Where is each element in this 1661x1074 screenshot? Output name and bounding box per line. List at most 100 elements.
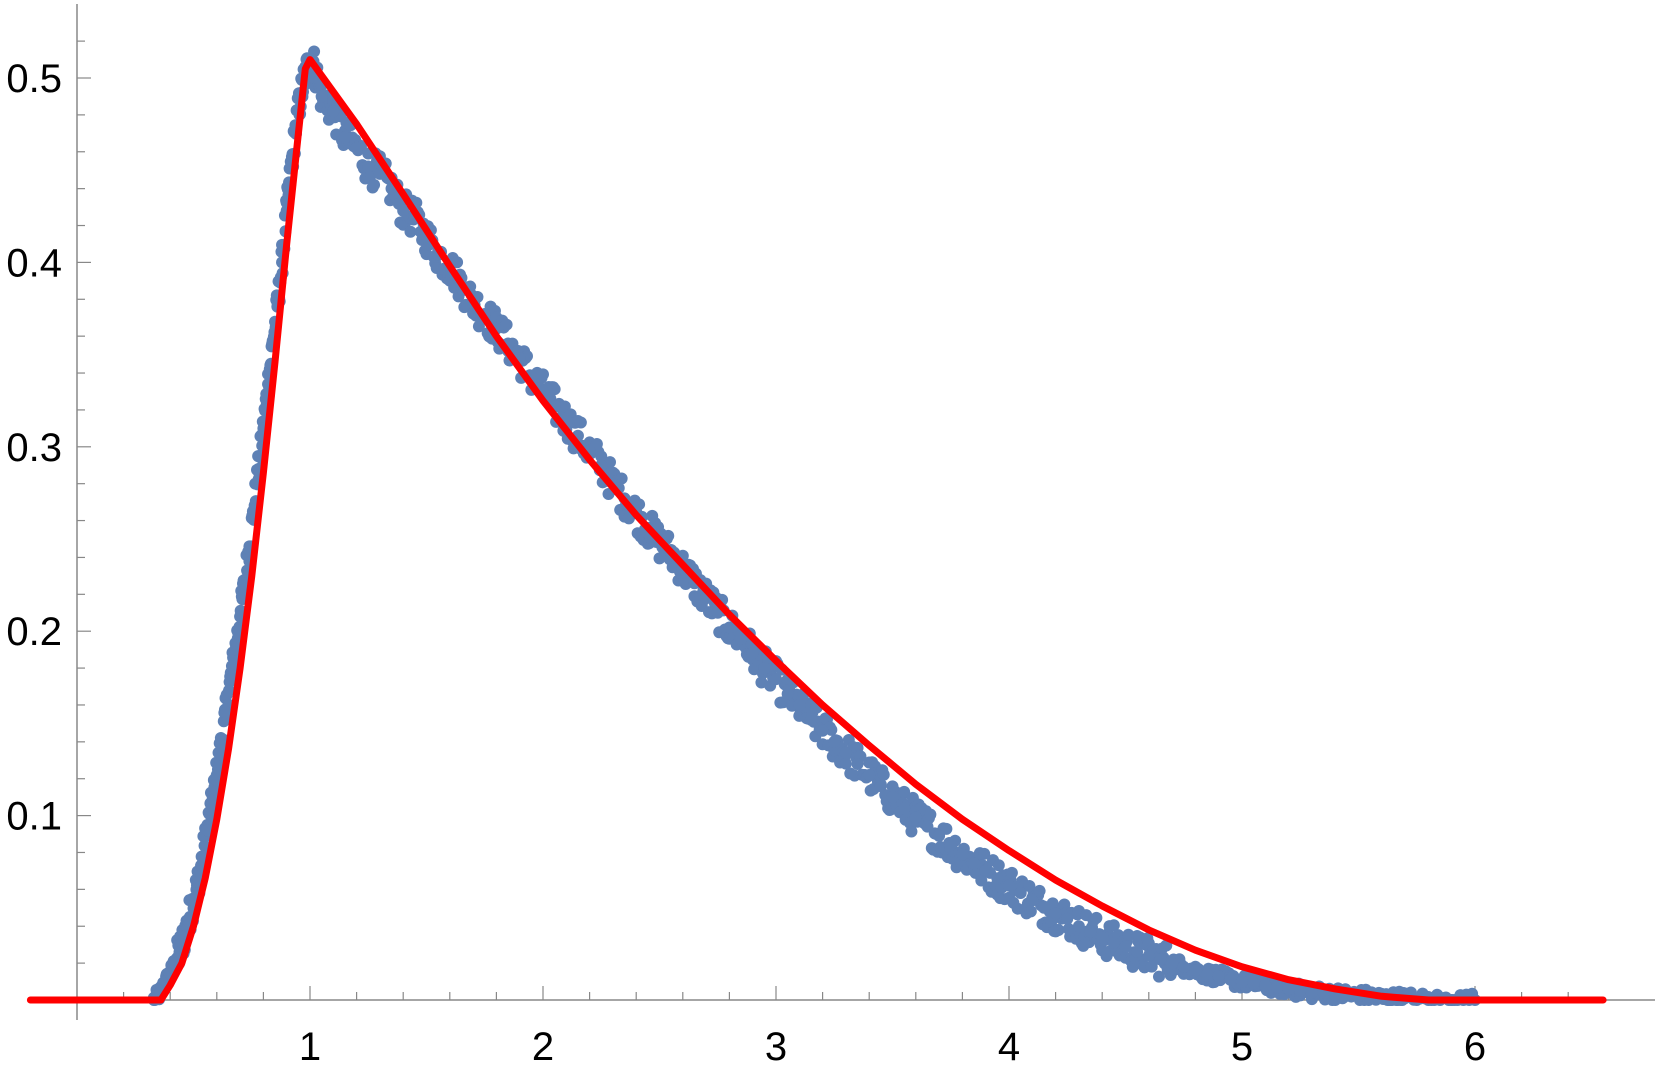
- y-tick-label: 0.5: [6, 57, 62, 101]
- scatter-point: [500, 318, 513, 331]
- scatter-point: [1154, 953, 1167, 966]
- scatter-point: [1142, 949, 1155, 962]
- scatter-point: [1201, 968, 1214, 981]
- scatter-point: [991, 872, 1004, 885]
- x-tick-label: 3: [765, 1025, 787, 1069]
- scatter-point: [851, 757, 864, 770]
- fit-curve-series: [26, 56, 1607, 1004]
- scatter-point: [1131, 946, 1144, 959]
- scatter-point: [210, 769, 223, 782]
- scatter-point: [224, 673, 237, 686]
- scatter-point: [206, 798, 219, 811]
- scatter-point: [933, 829, 946, 842]
- scatter-point: [816, 724, 829, 737]
- scatter-point: [804, 713, 817, 726]
- y-tick-label: 0.1: [6, 795, 62, 839]
- scatter-point: [1282, 982, 1295, 995]
- scatter-point: [877, 768, 890, 781]
- scatter-point: [574, 416, 587, 429]
- scatter-point: [1152, 970, 1165, 983]
- scatter-point: [1049, 907, 1062, 920]
- scatter-point: [1072, 920, 1085, 933]
- scatter-point: [735, 632, 748, 645]
- scatter-point: [1024, 905, 1037, 918]
- scatter-point: [1247, 977, 1260, 990]
- scatter-point: [978, 847, 991, 860]
- scatter-point: [368, 178, 381, 191]
- scatter-point: [839, 746, 852, 759]
- fit-curve-line: [26, 56, 1607, 1004]
- scatter-series: [147, 45, 1481, 1006]
- scatter-point: [979, 864, 992, 877]
- scatter-point: [1259, 979, 1272, 992]
- scatter-point: [220, 706, 233, 719]
- scatter-point: [1084, 925, 1097, 938]
- scatter-point: [1090, 911, 1103, 924]
- scatter-point: [1224, 973, 1237, 986]
- scatter-point: [828, 735, 841, 748]
- scatter-point: [397, 204, 410, 217]
- scatter-point: [595, 450, 608, 463]
- scatter-point: [1026, 894, 1039, 907]
- scatter-point: [1037, 901, 1050, 914]
- scatter-point: [886, 791, 899, 804]
- scatter-point: [1305, 986, 1318, 999]
- scatter-point: [1107, 936, 1120, 949]
- scatter-point: [909, 811, 922, 824]
- scatter-point: [1005, 866, 1018, 879]
- scatter-point: [1096, 931, 1109, 944]
- scatter-point: [1003, 879, 1015, 892]
- scatter-point: [1014, 887, 1027, 900]
- scatter-point: [615, 472, 628, 485]
- scatter-point: [223, 684, 236, 697]
- scatter-point: [956, 848, 969, 861]
- scatter-point: [679, 577, 692, 590]
- scatter-point: [839, 757, 852, 770]
- scatter-point: [921, 820, 934, 833]
- scatter-point: [308, 45, 321, 58]
- x-tick-label: 2: [532, 1025, 554, 1069]
- scatter-point: [350, 142, 363, 155]
- scatter-point: [898, 785, 911, 798]
- scatter-point: [898, 802, 911, 815]
- scatter-point: [1107, 919, 1120, 932]
- scatter-point: [1236, 975, 1248, 988]
- scatter-point: [1119, 940, 1132, 953]
- y-tick-label: 0.3: [6, 426, 62, 470]
- scatter-point: [548, 383, 561, 396]
- scatter-point: [1052, 924, 1065, 937]
- scatter-point: [362, 160, 375, 173]
- scatter-point: [874, 780, 887, 793]
- scatter-point: [793, 698, 806, 711]
- scatter-point: [404, 225, 417, 238]
- scatter-point: [1189, 964, 1202, 977]
- scatter-point: [1177, 960, 1190, 973]
- scatter-point: [825, 723, 838, 736]
- scatter-point: [1061, 912, 1074, 925]
- scatter-point: [924, 808, 937, 821]
- x-tick-label: 1: [299, 1025, 321, 1069]
- scatter-point: [968, 857, 981, 870]
- y-tick-label: 0.4: [6, 241, 62, 285]
- scatter-point: [758, 662, 771, 675]
- scatter-point: [1294, 984, 1307, 997]
- scatter-point: [746, 647, 759, 660]
- tick-labels: 1 2 3 4 5 6 0.1 0.2 0.3 0.4 0.5: [6, 57, 1486, 1069]
- y-tick-label: 0.2: [6, 610, 62, 654]
- scatter-point: [215, 739, 228, 752]
- scatter-point: [723, 621, 736, 634]
- scatter-point: [1033, 884, 1046, 897]
- scatter-point: [1270, 981, 1283, 994]
- scatter-point: [315, 90, 328, 103]
- scatter-point: [338, 131, 351, 144]
- scatter-point: [905, 825, 918, 838]
- x-tick-label: 4: [998, 1025, 1020, 1069]
- x-tick-label: 5: [1231, 1025, 1253, 1069]
- scatter-point: [537, 368, 549, 381]
- scatter-point: [373, 167, 386, 180]
- scatter-point: [1212, 970, 1225, 983]
- scatter-point: [327, 105, 340, 118]
- scatter-point: [770, 673, 782, 686]
- scatter-point: [1166, 957, 1179, 970]
